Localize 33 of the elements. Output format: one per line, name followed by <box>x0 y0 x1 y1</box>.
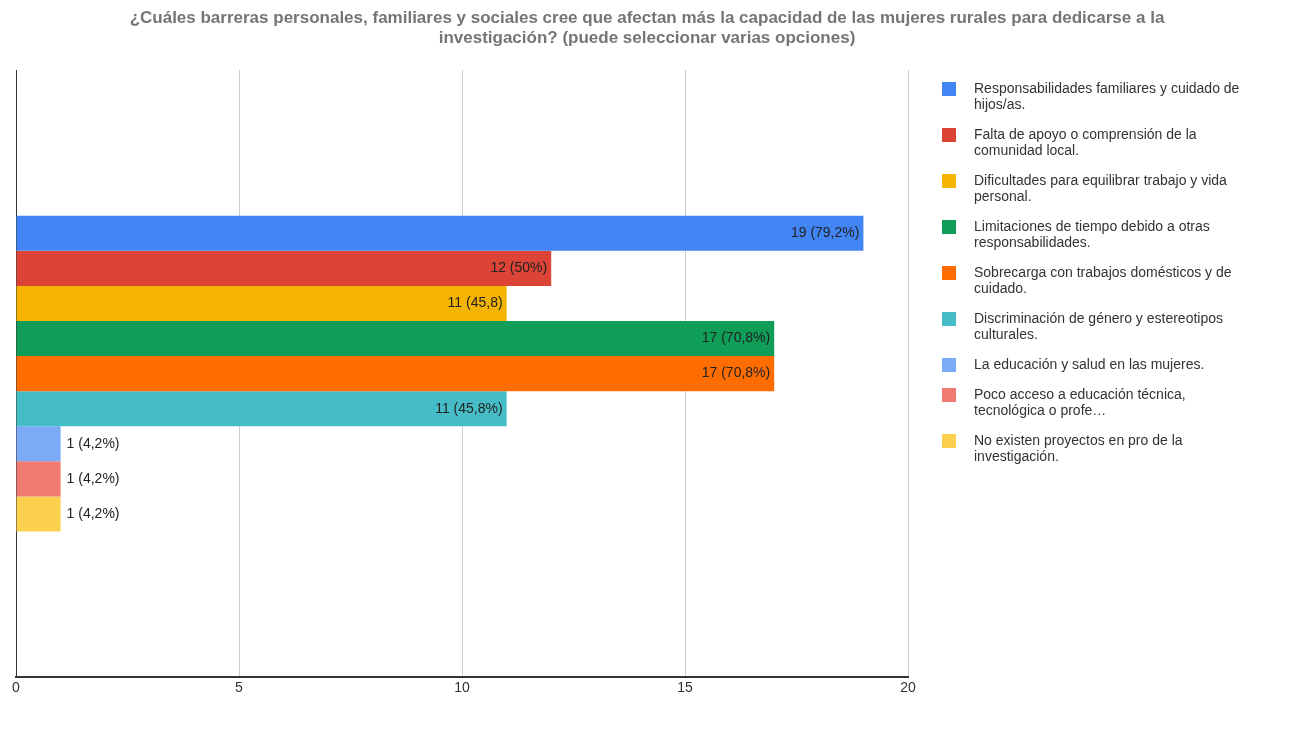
data-label: 17 (70,8%) <box>701 364 771 381</box>
bar <box>16 356 775 392</box>
data-label: 11 (45,8) <box>447 294 503 311</box>
data-label: 12 (50%) <box>490 259 548 276</box>
legend-label: No existen proyectos en pro de la investigación. <box>974 432 1184 464</box>
legend-label: La educación y salud en las mujeres. <box>974 356 1206 372</box>
legend-label: Responsabilidades familiares y cuidado de hijos/as. <box>974 80 1241 112</box>
bar <box>16 285 507 321</box>
x-tick-label: 5 <box>235 679 244 696</box>
bar <box>16 496 61 532</box>
x-tick-label: 15 <box>677 679 693 696</box>
data-label: 19 (79,2%) <box>790 224 860 241</box>
legend-label: Sobrecarga con trabajos domésticos y de cuidado. <box>974 264 1233 296</box>
data-label: 1 (4,2%) <box>66 434 120 451</box>
bar <box>16 391 507 427</box>
bar <box>16 320 775 357</box>
x-tick-label: 20 <box>900 679 916 696</box>
legend-label: Falta de apoyo o comprensión de la comunidad local. <box>974 126 1198 158</box>
bar <box>16 426 61 462</box>
bar <box>16 215 864 251</box>
data-label: 1 (4,2%) <box>66 504 120 521</box>
legend-label: Dificultades para equilibrar trabajo y vida personal. <box>974 172 1228 204</box>
bar <box>16 461 61 497</box>
data-label: 11 (45,8%) <box>435 399 503 416</box>
x-tick-label: 10 <box>454 679 470 696</box>
data-label: 17 (70,8%) <box>701 329 771 346</box>
bar <box>16 250 552 286</box>
legend-label: Poco acceso a educación técnica, tecnológica o profe… <box>974 386 1187 418</box>
legend-label: Discriminación de género y estereotipos culturales. <box>974 310 1224 342</box>
x-tick-label: 0 <box>12 679 21 696</box>
chart-title: ¿Cuáles barreras personales, familiares y sociales cree que afectan más la capacidad de las mujeres rurales para dedicarse a la investigación? (puede seleccionar varias opciones) <box>128 8 1166 48</box>
data-label: 1 (4,2%) <box>66 469 120 486</box>
legend-label: Limitaciones de tiempo debido a otras responsabilidades. <box>974 218 1211 250</box>
